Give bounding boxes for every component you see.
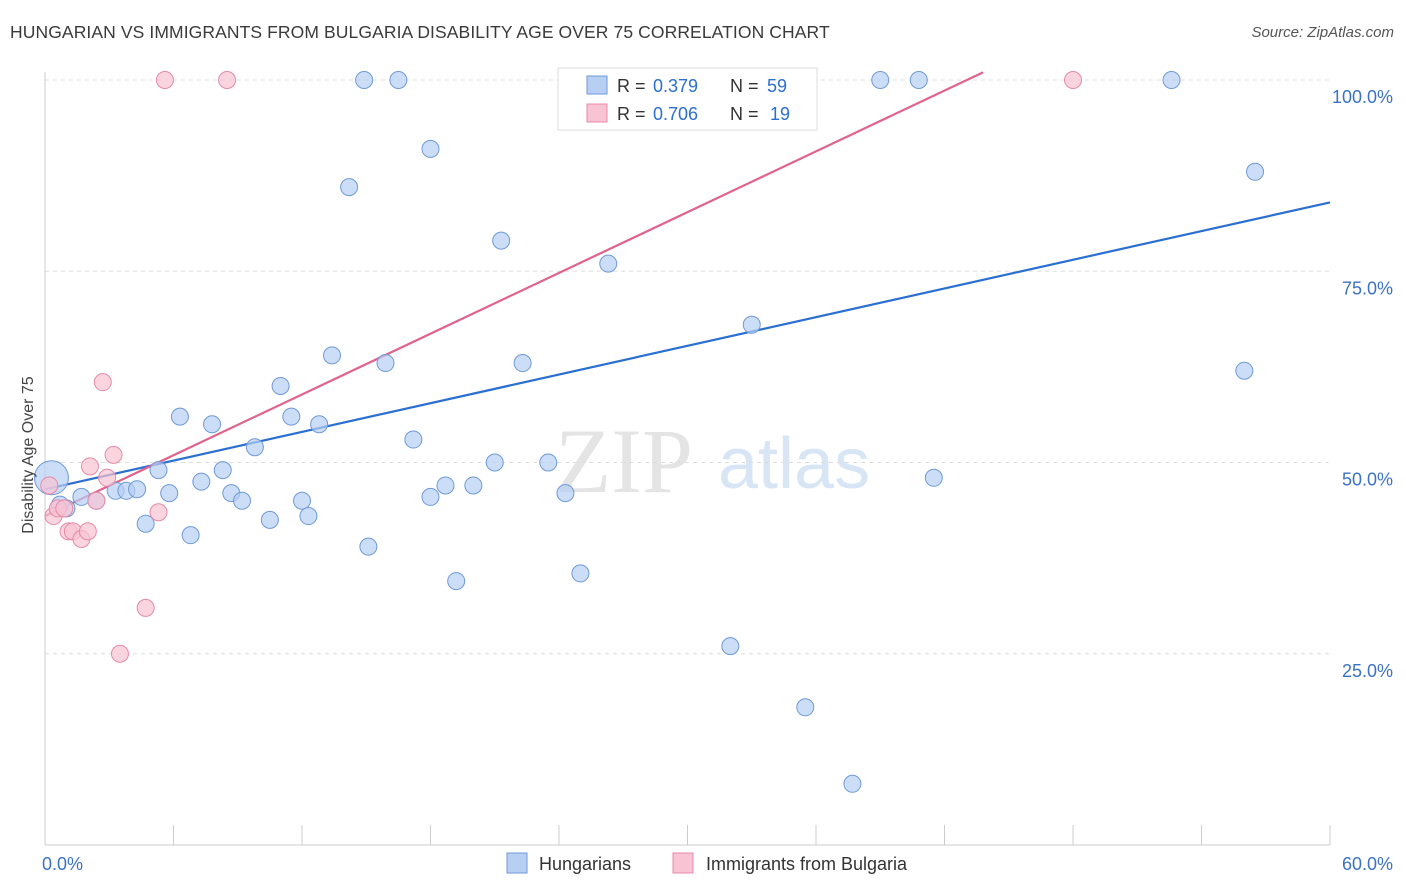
hungarians-point xyxy=(359,537,378,556)
hungarians-point xyxy=(404,430,423,449)
bulgaria-point xyxy=(155,71,174,89)
bulgaria-point xyxy=(110,644,129,663)
hungarians-point xyxy=(213,461,232,480)
hungarians-point xyxy=(436,476,455,495)
hungarians-point xyxy=(233,491,252,510)
hungarians-point xyxy=(742,315,761,334)
hungarians-point xyxy=(310,415,329,434)
hungarians-point xyxy=(721,637,740,656)
hungarians-point xyxy=(796,698,815,717)
hungarians-point xyxy=(149,461,168,480)
hungarians-point xyxy=(421,139,440,158)
bulgaria-point xyxy=(93,373,112,392)
bulgaria-point xyxy=(104,445,123,464)
legend-n-value-1: 59 xyxy=(767,76,787,96)
hungarians-point xyxy=(160,484,179,503)
bulgaria-point xyxy=(218,71,237,89)
hungarians-point xyxy=(271,377,290,395)
legend-r-value-1: 0.379 xyxy=(653,76,698,96)
hungarians-point xyxy=(513,354,532,373)
tick-labels: 25.0% 50.0% 75.0% 100.0% 0.0% 60.0% xyxy=(42,87,1393,874)
hungarians-point xyxy=(181,526,200,545)
hungarians-point xyxy=(421,487,440,506)
legend-n-value-2: 19 xyxy=(770,104,790,124)
legend-r-value-2: 0.706 xyxy=(653,104,698,124)
legend-n-label-2: N = xyxy=(730,104,759,124)
hungarians-point xyxy=(492,231,511,250)
hungarians-point xyxy=(843,774,862,793)
hungarians-point xyxy=(1246,162,1265,181)
bulgaria-point xyxy=(80,457,99,476)
hungarians-point xyxy=(260,510,279,529)
bulgaria-point xyxy=(98,468,117,487)
bulgaria-point xyxy=(136,598,155,617)
y-tick-label: 25.0% xyxy=(1342,661,1393,681)
hungarians-point xyxy=(924,468,943,487)
series-legend: Hungarians Immigrants from Bulgaria xyxy=(506,852,908,874)
legend-swatch-bulgaria xyxy=(586,103,608,123)
hungarians-point xyxy=(389,71,408,89)
bottom-legend-swatch-hungarians xyxy=(506,852,528,874)
bottom-legend-label-bulgaria: Immigrants from Bulgaria xyxy=(706,854,908,874)
hungarians-point xyxy=(464,476,483,495)
y-tick-label: 50.0% xyxy=(1342,470,1393,490)
hungarians-point xyxy=(539,453,558,472)
hungarians-point xyxy=(322,346,341,365)
data-points xyxy=(33,71,1265,793)
legend-n-label-1: N = xyxy=(730,76,759,96)
bottom-legend-label-hungarians: Hungarians xyxy=(539,854,631,874)
chart-title: HUNGARIAN VS IMMIGRANTS FROM BULGARIA DI… xyxy=(10,22,830,42)
hungarians-point xyxy=(599,254,618,273)
legend-r-label-1: R = xyxy=(617,76,646,96)
bulgaria-trendline xyxy=(44,71,984,518)
bulgaria-point xyxy=(87,491,106,510)
hungarians-point xyxy=(871,71,890,89)
bulgaria-point xyxy=(55,499,74,518)
hungarians-point xyxy=(340,178,359,197)
y-tick-label: 75.0% xyxy=(1342,278,1393,298)
watermark-atlas: atlas xyxy=(718,424,870,504)
axes xyxy=(44,72,1331,846)
x-tick-label-end: 60.0% xyxy=(1342,854,1393,874)
hungarians-point xyxy=(1162,71,1181,89)
hungarians-point xyxy=(293,491,311,510)
correlation-legend: R = 0.379 N = 59 R = 0.706 N = 19 xyxy=(557,67,818,131)
bulgaria-point xyxy=(40,476,59,495)
hungarians-point xyxy=(571,564,590,583)
hungarians-point xyxy=(282,407,301,426)
hungarians-point xyxy=(170,407,189,426)
bulgaria-point xyxy=(78,522,97,541)
hungarians-point xyxy=(72,487,91,506)
hungarians-point xyxy=(245,438,264,457)
x-tick-label-start: 0.0% xyxy=(42,854,83,874)
y-tick-label: 100.0% xyxy=(1332,87,1393,107)
hungarians-point xyxy=(1235,361,1254,380)
source-label: Source: ZipAtlas.com xyxy=(1251,24,1394,41)
legend-r-label-2: R = xyxy=(617,104,646,124)
hungarians-point xyxy=(355,71,374,89)
bulgaria-point xyxy=(1064,71,1082,89)
hungarians-point xyxy=(909,71,928,89)
hungarians-point xyxy=(192,472,211,491)
hungarians-point xyxy=(556,484,575,503)
hungarians-point xyxy=(485,453,504,472)
hungarians-point xyxy=(203,415,222,434)
y-axis-label: Disability Age Over 75 xyxy=(20,376,37,534)
bottom-legend-swatch-bulgaria xyxy=(672,852,694,874)
hungarians-point xyxy=(136,514,155,533)
hungarians-point xyxy=(299,507,318,526)
bulgaria-point xyxy=(149,503,168,522)
gridlines xyxy=(45,79,1330,655)
hungarians-point xyxy=(128,480,147,499)
hungarians-point xyxy=(376,354,395,373)
hungarians-point xyxy=(447,572,466,591)
watermark-zip: ZIP xyxy=(555,410,693,512)
legend-swatch-hungarians xyxy=(586,75,608,95)
